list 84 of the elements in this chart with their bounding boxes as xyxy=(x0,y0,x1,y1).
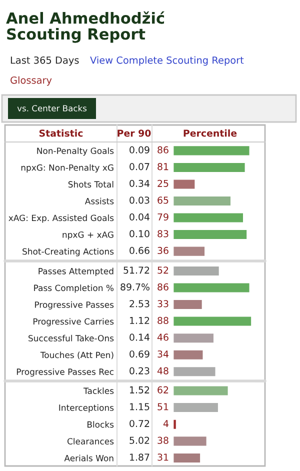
text: 0.34 xyxy=(130,180,150,187)
y-tick-label: Successful Take-Ons xyxy=(28,334,114,342)
bar xyxy=(173,348,204,361)
text: 0.14 xyxy=(130,334,150,341)
y-tick-label: Progressive Passes xyxy=(35,301,114,310)
y-tick-label: Interceptions xyxy=(59,404,114,413)
bar xyxy=(173,162,246,174)
bar xyxy=(173,435,208,448)
bar xyxy=(173,282,251,294)
data-label: 46 xyxy=(157,334,168,341)
data-label: 34 xyxy=(158,350,168,358)
bar xyxy=(173,144,251,157)
bar xyxy=(173,228,248,240)
text: Statistic xyxy=(39,129,83,137)
data-label: 48 xyxy=(157,367,168,374)
y-tick-label: Blocks xyxy=(88,421,114,428)
y-tick-label: Passes Attempted xyxy=(38,268,114,276)
y-tick-label: npxG + xAG xyxy=(62,231,114,240)
bar xyxy=(173,245,206,258)
data-label: 86 xyxy=(158,146,168,154)
text: 0.23 xyxy=(130,367,150,374)
data-label: 83 xyxy=(158,230,168,238)
text: 89.7% xyxy=(120,283,150,290)
text: 0.69 xyxy=(130,350,150,358)
text: 1.12 xyxy=(130,316,150,324)
data-label: 33 xyxy=(158,300,168,308)
text: Last 365 Days xyxy=(10,56,79,66)
data-label: 51 xyxy=(158,403,168,410)
y-tick-label: Progressive Carries xyxy=(34,318,114,326)
text: Percentile xyxy=(184,129,237,137)
text: 1.87 xyxy=(130,454,150,461)
y-tick-label: xAG: Exp. Assisted Goals xyxy=(8,214,114,223)
data-label: 79 xyxy=(158,213,168,221)
text: View Complete Scouting Report xyxy=(90,56,244,66)
text: 2.53 xyxy=(130,300,150,308)
text: 0.72 xyxy=(130,420,150,428)
bar xyxy=(173,265,220,277)
data-label: 62 xyxy=(158,386,168,394)
bar xyxy=(173,212,244,224)
text: 0.03 xyxy=(130,196,150,204)
text: 0.66 xyxy=(130,246,150,254)
bar xyxy=(173,298,204,310)
y-tick-label: npxG: Non-Penalty xG xyxy=(21,164,114,172)
data-label: 36 xyxy=(158,246,168,254)
text: 51.72 xyxy=(124,266,150,274)
bar xyxy=(173,418,178,430)
text: 1.15 xyxy=(130,403,150,410)
y-tick-label: Touches (Att Pen) xyxy=(40,352,114,360)
bar xyxy=(173,195,232,207)
bar xyxy=(173,315,252,328)
y-tick-label: Shots Total xyxy=(68,181,114,188)
data-label: 88 xyxy=(158,316,168,324)
bar xyxy=(173,332,215,344)
text: Glossary xyxy=(10,76,52,86)
y-tick-label: Shot-Creating Actions xyxy=(22,248,114,256)
data-label: 86 xyxy=(158,283,168,290)
data-label: 65 xyxy=(158,196,168,204)
data-label: 4 xyxy=(163,420,168,427)
text: 1.52 xyxy=(130,386,150,394)
y-tick-label: Progressive Passes Rec xyxy=(16,368,114,377)
text: 0.07 xyxy=(130,163,150,170)
text: 5.02 xyxy=(130,436,150,444)
bar xyxy=(173,384,230,397)
data-label: 31 xyxy=(158,454,168,461)
y-tick-label: Assists xyxy=(84,198,114,204)
bar xyxy=(173,452,202,464)
data-label: 38 xyxy=(158,436,168,444)
data-label: 81 xyxy=(158,163,168,170)
y-tick-label: Non-Penalty Goals xyxy=(37,147,114,156)
text: 0.04 xyxy=(130,213,150,221)
text: Per 90 xyxy=(118,130,151,137)
bar xyxy=(173,366,217,378)
data-label: 52 xyxy=(158,266,168,274)
text: 0.10 xyxy=(130,230,150,238)
y-tick-label: Clearances xyxy=(67,438,114,445)
data-label: 25 xyxy=(158,180,168,187)
text: Anel Ahmedhodžić Scouting Report xyxy=(6,11,164,43)
y-tick-label: Tackles xyxy=(83,387,114,394)
text: 0.09 xyxy=(130,146,150,154)
bar xyxy=(173,402,220,414)
bar xyxy=(173,178,196,190)
text: vs. Center Backs xyxy=(17,104,87,112)
y-tick-label: Aerials Won xyxy=(64,454,114,462)
y-tick-label: Pass Completion % xyxy=(34,284,114,293)
